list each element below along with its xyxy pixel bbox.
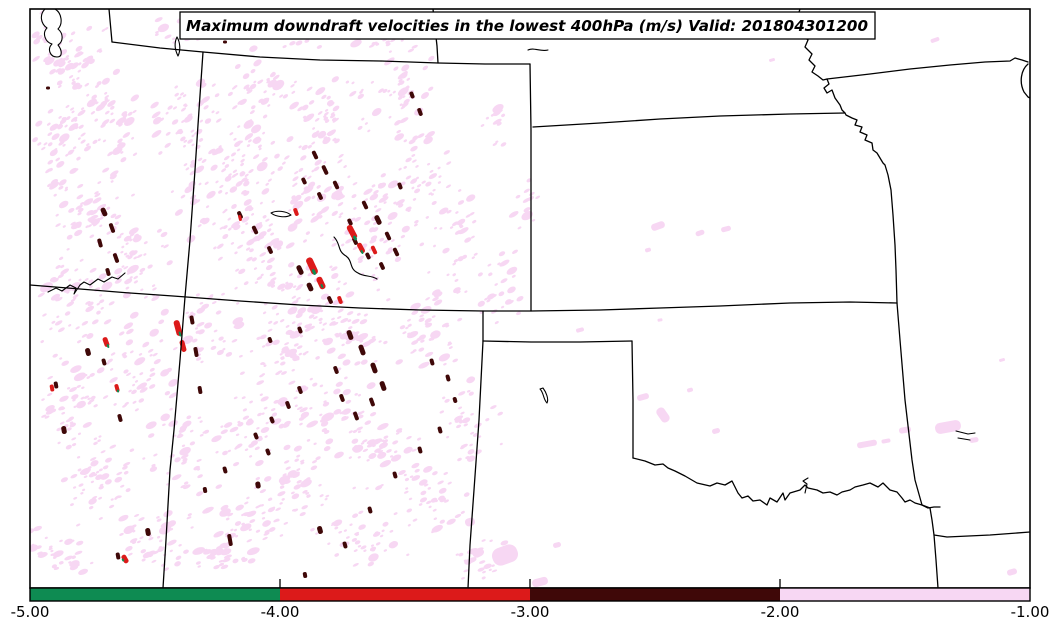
page-title: Maximum downdraft velocities in the lowe… bbox=[186, 17, 868, 35]
downdraft-shading-pink-speckle bbox=[30, 10, 541, 580]
colorbar-tick-label: -3.00 bbox=[511, 603, 550, 621]
colorbar-tick-label: -5.00 bbox=[11, 603, 50, 621]
colorbar-segment-green bbox=[30, 588, 280, 601]
colorbar-ticks bbox=[279, 579, 781, 588]
title-box: Maximum downdraft velocities in the lowe… bbox=[179, 11, 876, 40]
colorbar-tick-label: -1.00 bbox=[1011, 603, 1050, 621]
colorbar-outline bbox=[29, 587, 1031, 602]
downdraft-shading-green-spots bbox=[106, 235, 364, 562]
colorbar-segment-maroon bbox=[530, 588, 780, 601]
colorbar-segment-red bbox=[280, 588, 530, 601]
downdraft-shading-pink-patches bbox=[464, 37, 1017, 588]
downdraft-shading-maroon-spots bbox=[46, 36, 458, 579]
colorbar-segment-pink bbox=[780, 588, 1030, 601]
colorbar-tick-label: -2.00 bbox=[761, 603, 800, 621]
title-box-border bbox=[179, 11, 876, 40]
colorbar: -5.00 -4.00 -3.00 -2.00 -1.00 bbox=[11, 579, 1050, 621]
colorbar-tick-label: -4.00 bbox=[261, 603, 300, 621]
map-plot-area bbox=[30, 9, 1030, 588]
lakes-and-rivers-layer bbox=[40, 9, 976, 494]
